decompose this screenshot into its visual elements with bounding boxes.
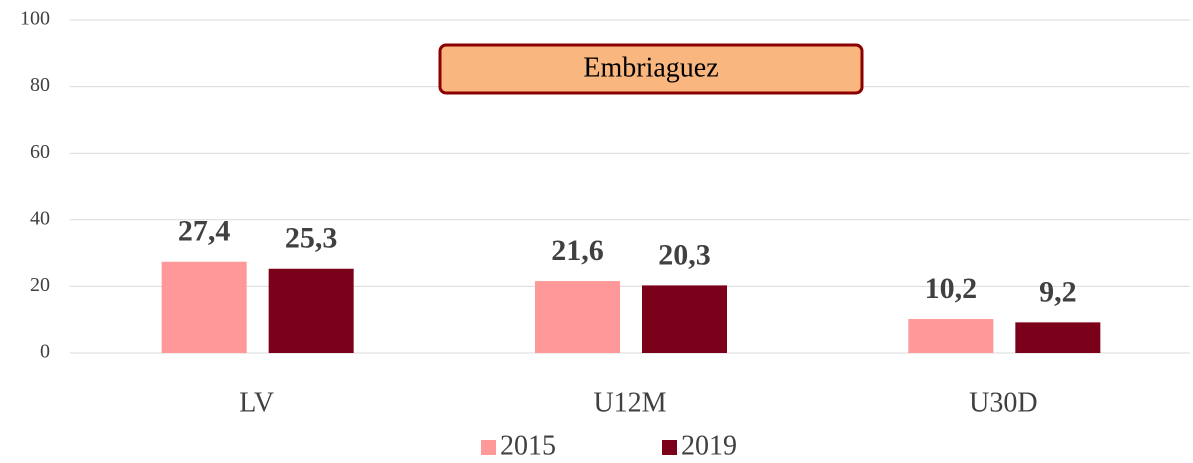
legend-label: 2015 — [500, 430, 556, 461]
y-tick-label: 40 — [30, 207, 50, 229]
bar — [535, 281, 620, 353]
value-label: 25,3 — [285, 222, 338, 255]
value-label: 20,3 — [658, 238, 711, 271]
x-tick-label: U12M — [593, 387, 666, 418]
x-tick-label: U30D — [969, 387, 1037, 418]
chart-title: Embriaguez — [583, 52, 718, 83]
bar — [1015, 322, 1101, 353]
bar — [908, 319, 994, 353]
title-box — [438, 43, 864, 95]
legend-label: 2019 — [681, 430, 737, 461]
bar — [161, 261, 247, 353]
value-label: 10,2 — [925, 272, 978, 305]
legend-swatch — [481, 440, 496, 455]
legend-swatch — [662, 440, 677, 455]
y-tick-label: 0 — [40, 341, 50, 363]
value-label: 27,4 — [178, 215, 231, 248]
bar — [642, 285, 727, 353]
y-tick-label: 20 — [30, 274, 50, 296]
value-label: 21,6 — [551, 234, 604, 267]
y-tick-label: 80 — [30, 74, 50, 96]
x-tick-label: LV — [239, 387, 274, 418]
y-tick-label: 60 — [30, 141, 50, 163]
value-label: 9,2 — [1039, 275, 1077, 308]
y-tick-label: 100 — [20, 8, 50, 30]
bar — [268, 268, 354, 353]
